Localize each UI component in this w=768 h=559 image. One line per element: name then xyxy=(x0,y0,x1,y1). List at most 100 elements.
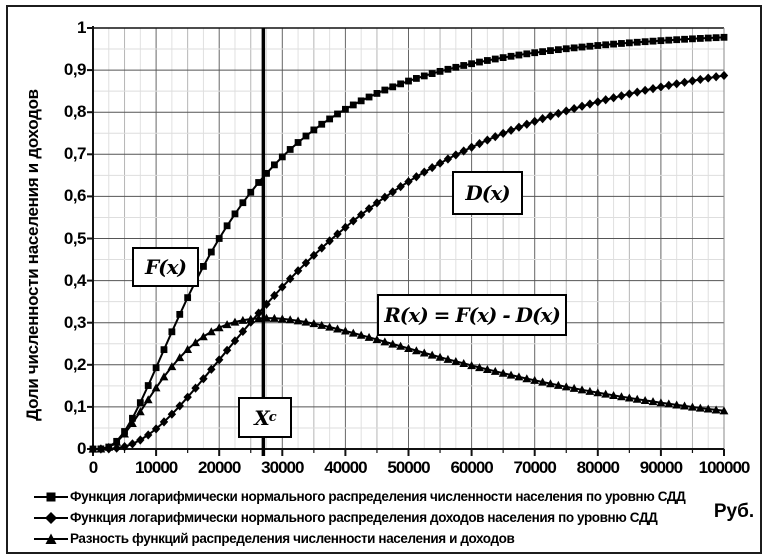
series-marker-square xyxy=(302,132,310,140)
series-marker-triangle xyxy=(475,363,484,372)
series-marker-square xyxy=(168,328,176,336)
series-marker-diamond xyxy=(254,308,263,318)
series-marker-triangle xyxy=(435,352,445,361)
series-marker-diamond xyxy=(215,355,224,365)
series-marker-triangle xyxy=(482,365,492,374)
series-marker-diamond xyxy=(498,128,508,139)
x-tick-label: 50000 xyxy=(387,458,430,477)
series-marker-square xyxy=(129,414,136,422)
series-marker-triangle xyxy=(143,395,153,404)
series-marker-square xyxy=(531,49,539,57)
y-tick-label: 0,5 xyxy=(63,228,87,248)
series-marker-triangle xyxy=(632,394,642,403)
series-marker-square xyxy=(334,110,341,118)
series-marker-diamond xyxy=(388,187,397,197)
series-marker-square xyxy=(539,48,546,56)
series-marker-square xyxy=(562,45,570,53)
series-marker-diamond xyxy=(467,142,476,152)
series-marker-diamond xyxy=(554,108,563,119)
series-marker-diamond xyxy=(293,266,303,276)
series-marker-square xyxy=(397,80,405,88)
series-marker-square xyxy=(263,169,270,177)
series-marker-square xyxy=(310,126,318,134)
series-marker-triangle xyxy=(703,404,713,413)
y-tick-label: 0 xyxy=(77,439,86,458)
series-marker-triangle xyxy=(467,361,476,370)
series-marker-diamond xyxy=(120,442,129,452)
series-marker-diamond xyxy=(435,158,445,168)
legend-triangle-marker-icon xyxy=(34,533,68,544)
series-marker-triangle xyxy=(680,401,689,410)
series-marker-square xyxy=(247,188,255,196)
series-marker-square xyxy=(420,72,428,80)
series-marker-diamond xyxy=(412,172,421,182)
series-marker-triangle xyxy=(277,314,287,323)
series-marker-square xyxy=(689,35,696,43)
series-marker-diamond xyxy=(420,167,429,177)
series-marker-triangle xyxy=(506,370,516,379)
series-marker-square xyxy=(412,75,420,82)
series-marker-diamond xyxy=(577,101,587,111)
series-marker-triangle xyxy=(183,345,193,354)
series-marker-square xyxy=(578,43,586,51)
series-marker-triangle xyxy=(341,326,350,335)
series-marker-triangle xyxy=(388,339,398,348)
series-marker-triangle xyxy=(538,377,547,386)
x-tick-label: 30000 xyxy=(261,458,304,477)
series-marker-diamond xyxy=(167,409,177,419)
series-marker-diamond xyxy=(585,99,595,109)
series-marker-square xyxy=(176,310,184,318)
series-marker-triangle xyxy=(199,332,208,341)
series-marker-diamond xyxy=(601,95,610,105)
series-marker-square xyxy=(184,294,192,302)
series-marker-square xyxy=(428,70,436,77)
series-marker-triangle xyxy=(88,444,98,453)
xc-label-main: X xyxy=(254,405,270,430)
series-marker-diamond xyxy=(301,258,311,268)
legend-item-label: Функция логарифмически нормального распр… xyxy=(70,510,658,525)
series-marker-diamond xyxy=(633,87,642,97)
x-tick-label: 10000 xyxy=(134,458,178,477)
series-marker-square xyxy=(294,139,302,146)
series-marker-diamond xyxy=(538,114,547,124)
series-marker-diamond xyxy=(222,345,232,355)
series-marker-triangle xyxy=(569,383,579,392)
series-marker-triangle xyxy=(427,350,437,359)
series-marker-diamond xyxy=(230,336,240,346)
series-marker-triangle xyxy=(601,389,611,398)
series-marker-diamond xyxy=(506,125,516,135)
series-marker-diamond xyxy=(609,93,618,103)
series-marker-square xyxy=(342,105,349,113)
series-marker-triangle xyxy=(585,386,595,395)
series-marker-diamond xyxy=(688,76,697,86)
series-marker-square xyxy=(704,34,712,42)
series-marker-diamond xyxy=(333,229,342,239)
series-marker-triangle xyxy=(96,444,106,453)
series-marker-square xyxy=(507,52,515,60)
series-marker-diamond xyxy=(656,82,666,92)
series-marker-square xyxy=(720,33,728,41)
series-marker-triangle xyxy=(151,383,161,392)
series-marker-square xyxy=(570,44,578,52)
series-marker-diamond xyxy=(151,424,161,434)
series-marker-square xyxy=(673,36,681,44)
series-marker-square xyxy=(452,63,460,71)
y-tick-label: 0,9 xyxy=(63,60,87,80)
series-marker-diamond xyxy=(356,210,366,220)
series-marker-diamond xyxy=(341,222,350,232)
series-marker-triangle xyxy=(514,372,524,381)
series-marker-triangle xyxy=(262,313,271,322)
y-tick-label: 0,3 xyxy=(63,312,87,332)
series-marker-triangle xyxy=(191,338,200,347)
series-marker-square xyxy=(468,60,475,68)
series-marker-triangle xyxy=(333,324,342,333)
y-tick-label: 0,4 xyxy=(63,270,87,290)
series-marker-square xyxy=(255,179,263,186)
series-marker-triangle xyxy=(364,332,374,341)
series-marker-diamond xyxy=(207,364,216,374)
series-marker-triangle xyxy=(672,400,682,409)
series-marker-diamond xyxy=(238,326,248,337)
series-marker-diamond xyxy=(696,74,705,85)
y-tick-label: 0,6 xyxy=(63,186,87,206)
series-marker-diamond xyxy=(144,430,153,440)
